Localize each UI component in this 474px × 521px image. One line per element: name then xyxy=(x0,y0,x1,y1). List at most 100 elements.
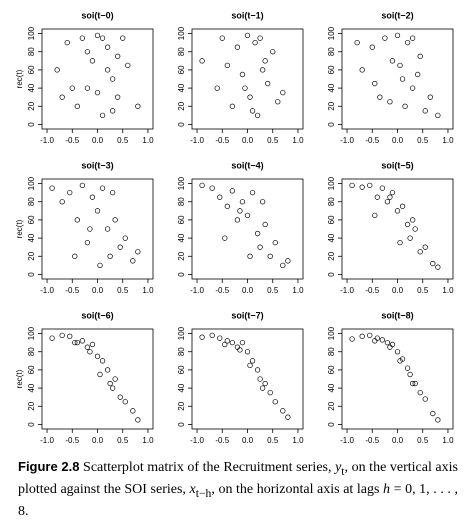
point xyxy=(87,349,93,355)
point xyxy=(372,338,378,344)
point xyxy=(229,339,236,346)
point xyxy=(374,194,380,200)
point xyxy=(270,49,276,55)
y-tick-label: 80 xyxy=(327,197,336,206)
point xyxy=(435,264,441,270)
x-tick-label: 0.5 xyxy=(117,436,129,445)
x-tick-label: 1.0 xyxy=(292,436,304,445)
y-tick-label: 60 xyxy=(327,215,336,224)
point xyxy=(272,239,278,246)
point xyxy=(275,99,281,105)
point xyxy=(112,217,118,223)
x-tick-label: -1.0 xyxy=(40,136,54,145)
point xyxy=(272,399,278,405)
x-tick-label: 1.0 xyxy=(292,136,304,145)
point xyxy=(435,417,441,423)
panel-title: soi(t−0) xyxy=(81,10,113,20)
point xyxy=(87,226,93,232)
y-tick-label: 100 xyxy=(177,326,186,340)
point xyxy=(117,394,123,400)
point xyxy=(54,67,60,73)
point xyxy=(79,182,86,189)
point xyxy=(404,365,411,371)
x-tick-label: -0.5 xyxy=(365,136,379,145)
x-tick-label: 0.5 xyxy=(417,286,429,295)
point xyxy=(382,35,388,41)
point xyxy=(199,58,205,64)
y-tick-label: 20 xyxy=(177,101,186,110)
point xyxy=(359,67,365,73)
plot-frame xyxy=(41,178,154,280)
point xyxy=(135,417,141,423)
point xyxy=(115,94,121,100)
y-tick-label: 40 xyxy=(327,383,336,392)
x-tick-label: 0.0 xyxy=(242,436,254,445)
point xyxy=(259,67,266,73)
point xyxy=(387,344,393,350)
point xyxy=(412,380,418,387)
point xyxy=(399,76,406,82)
y-tick-label: 0 xyxy=(27,122,36,127)
plot-frame xyxy=(191,28,304,130)
y-tick-label: 80 xyxy=(27,197,36,206)
point xyxy=(404,221,411,228)
y-tick-label: 20 xyxy=(27,101,36,110)
point xyxy=(89,341,96,348)
plot-frame xyxy=(191,178,304,280)
point xyxy=(430,260,436,267)
x-tick-label: 0.5 xyxy=(267,286,279,295)
point xyxy=(67,189,73,196)
point xyxy=(120,35,126,41)
caption-text: , on the vertical axis plotted against t… xyxy=(18,460,458,497)
point xyxy=(427,94,433,100)
point xyxy=(94,89,101,96)
point xyxy=(219,35,225,41)
point xyxy=(267,253,273,259)
x-tick-label: 0.0 xyxy=(92,436,104,445)
panel-title: soi(t−5) xyxy=(381,160,413,170)
plot-frame xyxy=(191,328,304,430)
point xyxy=(209,332,215,339)
point xyxy=(367,182,373,189)
y-axis-label: rec(t) xyxy=(15,69,24,88)
point xyxy=(94,208,101,214)
point xyxy=(402,103,408,109)
point xyxy=(247,362,253,369)
x-tick-label: -0.5 xyxy=(65,136,79,145)
x-tick-label: 1.0 xyxy=(442,286,454,295)
point xyxy=(417,53,423,59)
x-tick-label: 0.5 xyxy=(417,136,429,145)
point xyxy=(69,85,75,91)
point xyxy=(97,262,103,269)
point xyxy=(254,367,261,373)
point xyxy=(112,376,118,382)
y-tick-label: 80 xyxy=(177,47,186,56)
y-tick-label: 40 xyxy=(177,383,186,392)
x-tick-label: -0.5 xyxy=(215,436,229,445)
x-tick-label: 0.0 xyxy=(392,436,404,445)
x-tick-label: 1.0 xyxy=(142,436,154,445)
point xyxy=(367,332,373,339)
y-tick-label: 0 xyxy=(177,422,186,427)
caption-text: , on the horizontal axis at lags xyxy=(211,481,384,497)
plot-frame xyxy=(41,28,154,130)
y-axis-label: rec(t) xyxy=(15,219,24,238)
y-tick-label: 0 xyxy=(327,422,336,427)
point xyxy=(257,35,263,41)
point xyxy=(104,44,111,50)
point xyxy=(135,249,141,255)
y-tick-label: 20 xyxy=(27,401,36,410)
x-tick-label: 1.0 xyxy=(292,286,304,295)
x-tick-label: 0.5 xyxy=(267,436,279,445)
point xyxy=(372,212,378,219)
y-tick-label: 60 xyxy=(177,65,186,74)
point xyxy=(387,99,393,105)
x-tick-label: 1.0 xyxy=(142,136,154,145)
y-tick-label: 20 xyxy=(327,101,336,110)
caption-sub: t−h xyxy=(195,486,212,500)
point xyxy=(104,67,111,73)
point xyxy=(394,208,401,214)
point xyxy=(267,389,273,396)
point xyxy=(122,399,128,405)
